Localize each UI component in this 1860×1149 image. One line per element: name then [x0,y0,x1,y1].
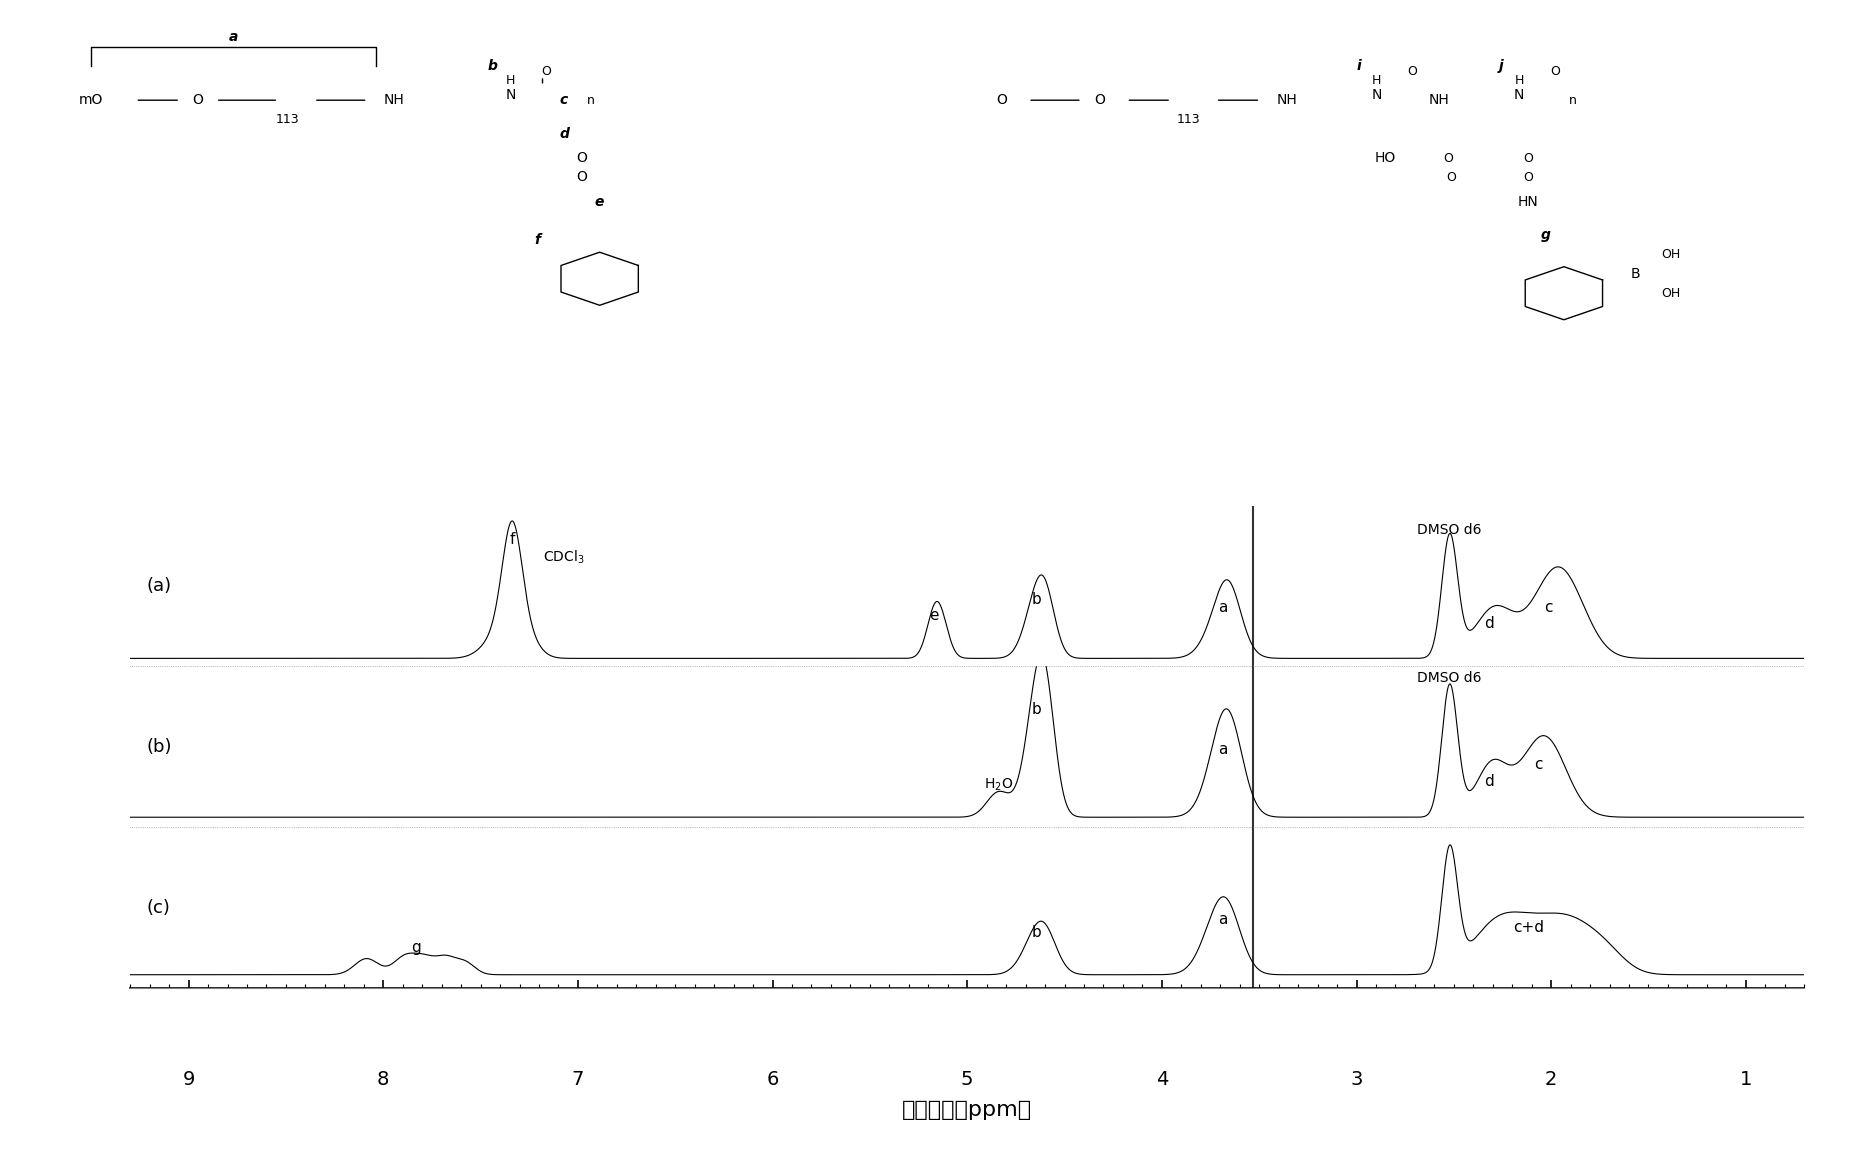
Text: N: N [1371,88,1382,102]
Text: O: O [577,152,588,165]
Text: DMSO d6: DMSO d6 [1417,671,1482,685]
Text: (c): (c) [147,899,171,917]
Text: NH: NH [383,93,405,107]
Text: c: c [1544,600,1553,615]
Text: B: B [1631,267,1641,280]
Text: 113: 113 [1177,113,1202,126]
Text: O: O [1447,171,1456,184]
Text: O: O [541,64,551,78]
Text: HO: HO [1375,152,1397,165]
Text: a: a [1218,600,1228,615]
Text: c: c [1534,757,1542,772]
Text: n: n [1568,94,1577,107]
Text: O: O [1523,152,1533,164]
Text: N: N [506,88,515,102]
Text: H: H [506,75,515,87]
Text: mO: mO [78,93,102,107]
Text: f: f [534,233,539,247]
Text: HN: HN [1518,194,1538,208]
Text: c: c [560,93,567,107]
Text: 113: 113 [275,113,299,126]
Text: b: b [1030,592,1042,607]
Text: d: d [1484,774,1494,789]
Text: c+d: c+d [1512,920,1544,935]
Text: a: a [1218,912,1228,927]
Text: H$_2$O: H$_2$O [984,777,1014,794]
Text: b: b [487,60,497,74]
Text: b: b [1030,925,1042,940]
Text: O: O [1443,152,1453,164]
Text: j: j [1499,60,1503,74]
Text: b: b [1030,702,1042,717]
Text: d: d [1484,616,1494,631]
Text: (a): (a) [147,577,173,595]
Text: O: O [1408,64,1417,78]
X-axis label: 化学位移（ppm）: 化学位移（ppm） [902,1101,1032,1120]
Text: O: O [995,93,1006,107]
Text: NH: NH [1276,93,1298,107]
Text: OH: OH [1661,248,1681,261]
Text: f: f [510,532,515,547]
Text: H: H [1371,75,1382,87]
Text: g: g [1542,229,1551,242]
Text: O: O [1094,93,1105,107]
Text: g: g [411,940,420,955]
Text: CDCl$_3$: CDCl$_3$ [543,549,584,566]
Text: d: d [560,128,569,141]
Text: OH: OH [1661,287,1681,300]
Text: DMSO d6: DMSO d6 [1417,523,1482,537]
Text: O: O [577,170,588,184]
Text: a: a [229,31,238,45]
Text: O: O [1549,64,1561,78]
Text: n: n [586,94,595,107]
Text: e: e [928,608,939,623]
Text: (b): (b) [147,738,173,756]
Text: i: i [1356,60,1362,74]
Text: O: O [192,93,203,107]
Text: NH: NH [1428,93,1449,107]
Text: a: a [1218,742,1228,757]
Text: O: O [1523,171,1533,184]
Text: N: N [1514,88,1525,102]
Text: e: e [595,194,604,208]
Text: H: H [1514,75,1523,87]
